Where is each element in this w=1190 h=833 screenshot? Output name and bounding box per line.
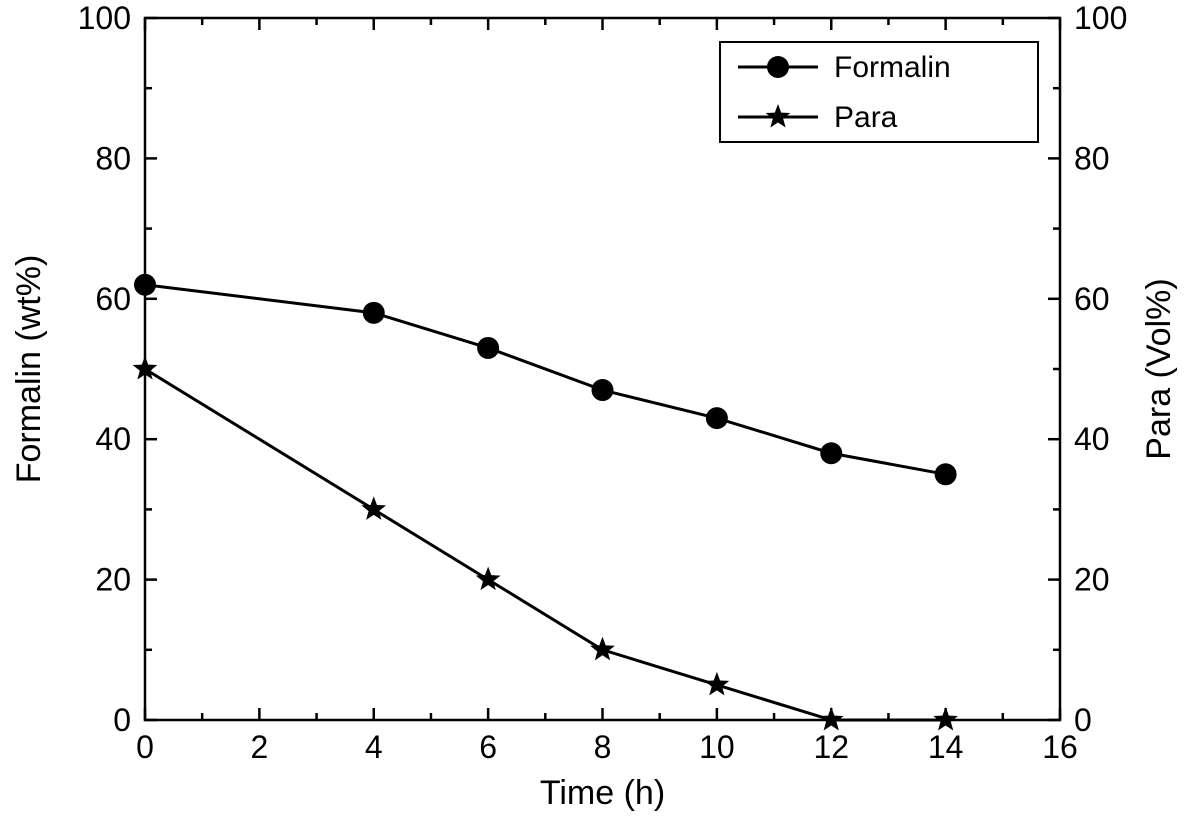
x-tick-label: 16 <box>1042 729 1078 765</box>
x-tick-label: 12 <box>813 729 849 765</box>
y-left-tick-label: 100 <box>78 0 131 36</box>
legend: Formalin Para <box>720 42 1038 142</box>
series-group <box>133 274 958 731</box>
y-right-tick-label: 40 <box>1074 421 1110 457</box>
y-left-tick-label: 0 <box>113 702 131 738</box>
series-line <box>145 369 946 720</box>
x-tick-label: 8 <box>594 729 612 765</box>
y-left-tick-label: 20 <box>95 562 131 598</box>
y-right-tick-label: 60 <box>1074 281 1110 317</box>
chart-svg: 0246810121416 020406080100 020406080100 … <box>0 0 1190 833</box>
y-left-label: Formalin (wt%) <box>10 255 48 484</box>
chart-container: 0246810121416 020406080100 020406080100 … <box>0 0 1190 833</box>
x-tick-label: 0 <box>136 729 154 765</box>
y-right-label: Para (Vol%) <box>1140 278 1178 459</box>
x-tick-label: 10 <box>699 729 735 765</box>
y-left-tick-label: 80 <box>95 140 131 176</box>
y-right-tick-label: 0 <box>1074 702 1092 738</box>
x-tick-label: 4 <box>365 729 383 765</box>
legend-item-label: Formalin <box>834 51 951 84</box>
y-left-tick-label: 40 <box>95 421 131 457</box>
y-right-tick-label: 20 <box>1074 562 1110 598</box>
x-tick-label: 14 <box>928 729 964 765</box>
y-left-tick-label: 60 <box>95 281 131 317</box>
x-tick-label: 2 <box>250 729 268 765</box>
y-right-tick-label: 100 <box>1074 0 1127 36</box>
x-tick-label: 6 <box>479 729 497 765</box>
y-right-tick-label: 80 <box>1074 140 1110 176</box>
x-axis-label: Time (h) <box>540 774 665 812</box>
legend-item-label: Para <box>834 101 898 134</box>
